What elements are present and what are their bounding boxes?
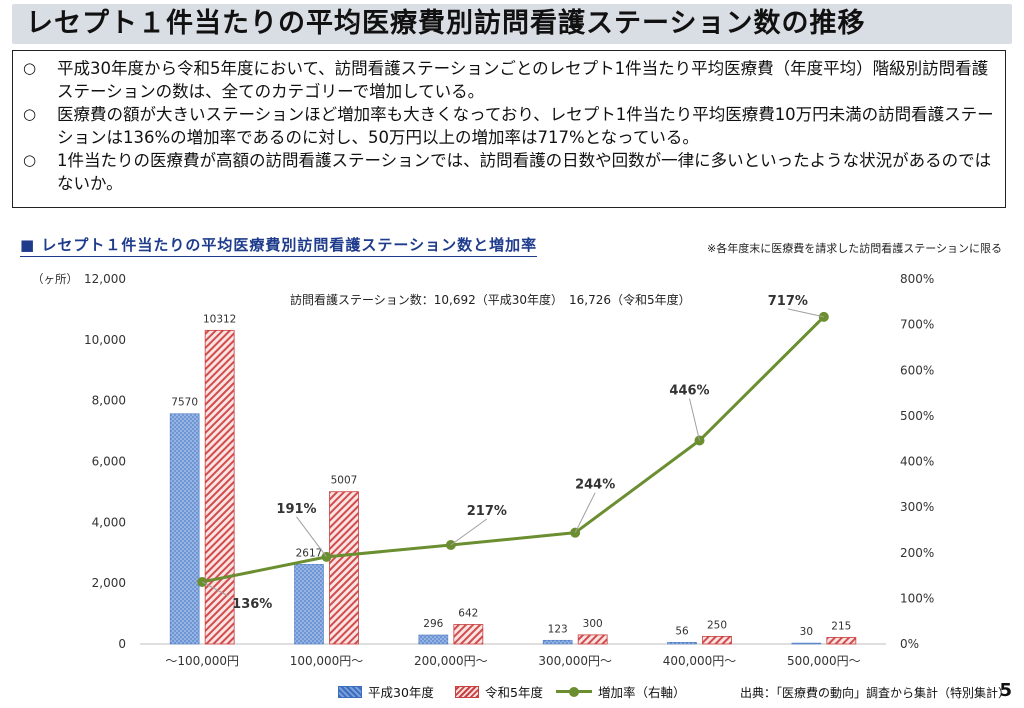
rate-leader-line	[689, 398, 700, 441]
bar-h30	[418, 634, 449, 645]
legend-swatch-line	[556, 686, 592, 697]
legend-item-h30: 平成30年度	[338, 682, 434, 701]
legend-label: 増加率（右軸）	[598, 685, 686, 700]
data-label-h30: 7570	[171, 397, 198, 409]
legend-swatch-red	[455, 685, 479, 698]
rate-label: 191%	[276, 502, 316, 517]
y-tick-label: 2,000	[92, 576, 126, 590]
bar-r5	[204, 329, 235, 645]
bar-r5	[826, 637, 857, 645]
y2-tick-label: 300%	[900, 500, 934, 514]
rate-label: 446%	[669, 384, 709, 399]
x-tick-label: 300,000円～	[538, 654, 612, 668]
x-tick-label: 500,000円～	[787, 654, 861, 668]
y2-tick-label: 600%	[900, 363, 934, 377]
source-note: 出典：「医療費の動向」調査から集計（特別集計）	[740, 686, 1011, 700]
y2-tick-label: 100%	[900, 591, 934, 605]
data-label-h30: 30	[800, 626, 813, 638]
y-tick-label: 8,000	[92, 394, 126, 408]
data-label-r5: 5007	[331, 475, 358, 487]
rate-point	[445, 539, 456, 550]
bar-h30	[169, 413, 200, 645]
data-label-r5: 215	[831, 620, 851, 632]
data-label-h30: 56	[675, 625, 689, 637]
bar-r5	[453, 624, 484, 645]
y-tick-label: 10,000	[84, 333, 126, 347]
x-tick-label: 200,000円～	[414, 654, 488, 668]
bullet-mark: ○	[23, 59, 37, 77]
rate-leader-line	[201, 581, 229, 597]
y2-tick-label: 200%	[900, 546, 934, 560]
bar-r5	[329, 491, 359, 645]
title-bar: レセプト１件当たりの平均医療費別訪問看護ステーション数の推移	[12, 4, 1012, 44]
bullet-mark: ○	[23, 105, 37, 123]
rate-label: 717%	[768, 294, 808, 309]
bar-h30	[791, 642, 822, 645]
summary-bullet-1: ○ 平成30年度から令和5年度において、訪問看護ステーションごとのレセプト1件当…	[23, 57, 997, 103]
chart-note: ※各年度末に医療費を請求した訪問看護ステーションに限る	[707, 242, 1002, 255]
y-axis-label: （ヶ所）	[32, 272, 78, 286]
data-label-r5: 250	[707, 619, 727, 631]
bar-h30	[294, 564, 324, 645]
data-label-r5: 300	[583, 618, 603, 630]
data-label-r5: 642	[458, 607, 478, 619]
data-label-h30: 296	[423, 618, 443, 630]
page-title: レセプト１件当たりの平均医療費別訪問看護ステーション数の推移	[26, 8, 866, 39]
x-tick-label: 100,000円～	[290, 654, 364, 668]
y2-tick-label: 0%	[900, 637, 919, 651]
bullet-text: 1件当たりの医療費が高額の訪問看護ステーションでは、訪問看護の日数や回数が一律に…	[57, 151, 992, 193]
bullet-mark: ○	[23, 151, 37, 169]
y-tick-label: 0	[118, 637, 126, 651]
y2-tick-label: 500%	[900, 409, 934, 423]
chart-layer: 0 2,000 4,000 6,000 8,000 10,000 12,000 （ヶ所） 0% 1…	[32, 272, 934, 668]
legend-item-rate: 増加率（右軸）	[556, 682, 686, 701]
rate-point	[694, 435, 705, 446]
rate-label: 244%	[575, 478, 615, 493]
y-tick-label: 4,000	[92, 515, 126, 529]
legend-item-r5: 令和5年度	[455, 682, 543, 701]
chart-heading: ■ レセプト１件当たりの平均医療費別訪問看護ステーション数と増加率	[20, 234, 538, 257]
x-tick-label: ～100,000円	[165, 654, 239, 668]
summary-bullet-2: ○ 医療費の額が大きいステーションほど増加率も大きくなっており、レセプト1件当た…	[23, 103, 997, 149]
rate-leader-line	[450, 518, 488, 546]
x-tick-label: 400,000円～	[663, 654, 737, 668]
page-number: 5	[999, 680, 1012, 701]
y-tick-label: 12,000	[84, 272, 126, 286]
summary-bullet-3: ○ 1件当たりの医療費が高額の訪問看護ステーションでは、訪問看護の日数や回数が一…	[23, 149, 997, 195]
rate-leader-line	[574, 492, 596, 533]
bar-h30	[542, 639, 573, 645]
data-label-r5: 10312	[203, 313, 236, 325]
legend-label: 令和5年度	[485, 685, 543, 700]
rate-label: 217%	[467, 504, 507, 519]
summary-box: ○ 平成30年度から令和5年度において、訪問看護ステーションごとのレセプト1件当…	[12, 50, 1006, 208]
y2-tick-label: 800%	[900, 272, 934, 286]
rate-leader-line	[296, 516, 327, 558]
bullet-text: 医療費の額が大きいステーションほど増加率も大きくなっており、レセプト1件当たり平…	[57, 105, 994, 147]
y2-tick-label: 700%	[900, 318, 934, 332]
bar-r5	[577, 634, 608, 645]
bar-h30	[667, 641, 697, 645]
bar-r5	[702, 635, 732, 645]
rate-leader-line	[787, 308, 824, 318]
y-tick-label: 6,000	[92, 455, 126, 469]
data-label-h30: 2617	[296, 547, 323, 559]
legend: 平成30年度 令和5年度 増加率（右軸）	[0, 682, 1024, 702]
legend-label: 平成30年度	[368, 685, 434, 700]
rate-label: 136%	[232, 597, 272, 612]
legend-swatch-blue	[338, 685, 362, 698]
data-label-h30: 123	[548, 623, 568, 635]
rate-line	[201, 315, 825, 584]
chart: 0 2,000 4,000 6,000 8,000 10,000 12,000 （ヶ所） 0% 1…	[32, 272, 934, 668]
y2-tick-label: 400%	[900, 455, 934, 469]
bullet-text: 平成30年度から令和5年度において、訪問看護ステーションごとのレセプト1件当たり…	[57, 59, 989, 101]
chart-annotation: 訪問看護ステーション数：10,692（平成30年度） 16,726（令和5年度）	[290, 292, 691, 307]
